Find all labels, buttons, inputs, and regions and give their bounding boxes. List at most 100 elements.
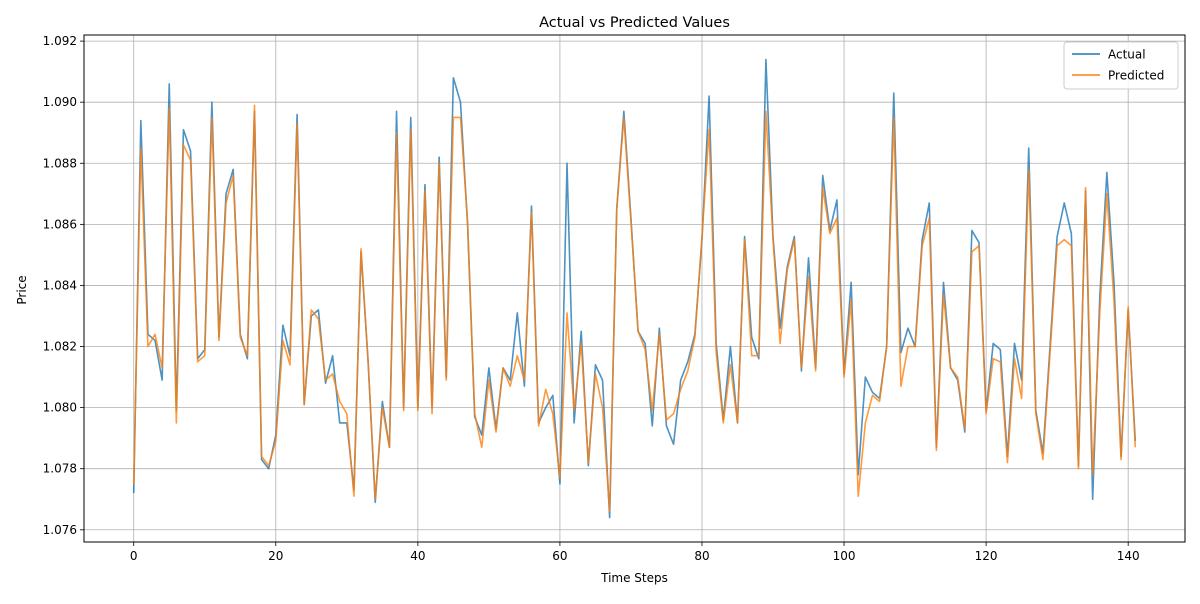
data-point-predicted [1042,459,1044,461]
data-point-predicted [374,498,376,500]
x-tick-label: 60 [552,549,567,563]
data-point-actual [595,364,597,366]
data-point-actual [836,199,838,201]
y-tick-label: 1.084 [43,278,77,292]
data-point-predicted [1092,474,1094,476]
data-point-predicted [360,248,362,250]
data-point-actual [850,281,852,283]
data-point-predicted [183,144,185,146]
data-point-actual [410,117,412,119]
data-point-actual [801,370,803,372]
data-point-predicted [559,477,561,479]
data-point-actual [488,367,490,369]
data-point-actual [1106,172,1108,174]
data-point-predicted [1127,306,1129,308]
data-point-actual [822,175,824,177]
data-point-predicted [630,220,632,222]
chart-title: Actual vs Predicted Values [539,15,730,31]
data-point-predicted [1078,468,1080,470]
data-point-actual [566,162,568,164]
data-point-actual [992,343,994,345]
data-point-predicted [843,376,845,378]
data-point-predicted [580,343,582,345]
data-point-actual [396,110,398,112]
data-point-predicted [644,349,646,351]
data-point-predicted [616,208,618,210]
data-point-predicted [886,346,888,348]
data-point-actual [225,193,227,195]
data-point-actual [580,330,582,332]
data-point-actual [339,422,341,424]
y-tick-label: 1.076 [43,523,77,537]
data-point-actual [1028,147,1030,149]
data-point-predicted [779,343,781,345]
data-point-predicted [829,233,831,235]
data-point-predicted [822,187,824,189]
data-point-predicted [701,236,703,238]
data-point-actual [708,95,710,97]
data-point-actual [545,407,547,409]
data-point-actual [928,202,930,204]
data-point-predicted [943,294,945,296]
data-point-predicted [133,483,135,485]
data-point-actual [651,425,653,427]
data-point-actual [381,401,383,403]
data-point-actual [680,379,682,381]
data-point-predicted [566,312,568,314]
data-point-predicted [516,355,518,357]
data-point-predicted [595,373,597,375]
data-point-predicted [857,495,859,497]
data-point-predicted [722,422,724,424]
data-point-predicted [325,379,327,381]
y-tick-label: 1.092 [43,34,77,48]
data-point-predicted [296,123,298,125]
data-point-predicted [495,431,497,433]
data-point-actual [318,309,320,311]
data-point-predicted [801,367,803,369]
data-point-predicted [538,425,540,427]
data-point-predicted [424,190,426,192]
data-point-predicted [808,275,810,277]
data-point-actual [964,431,966,433]
data-point-predicted [318,318,320,320]
data-point-predicted [637,330,639,332]
data-point-actual [161,379,163,381]
data-point-actual [623,110,625,112]
data-point-actual [332,355,334,357]
data-point-predicted [396,132,398,134]
data-point-predicted [161,367,163,369]
data-point-actual [559,483,561,485]
data-point-predicted [481,446,483,448]
data-point-predicted [1007,462,1009,464]
data-point-actual [573,422,575,424]
data-point-actual [971,230,973,232]
data-point-predicted [999,361,1001,363]
data-point-predicted [1085,187,1087,189]
data-point-predicted [524,379,526,381]
data-point-predicted [992,358,994,360]
data-point-actual [609,517,611,519]
data-point-actual [893,92,895,94]
data-point-predicted [1134,446,1136,448]
x-tick-label: 0 [130,549,138,563]
data-point-predicted [154,333,156,335]
data-point-actual [296,114,298,116]
data-point-actual [666,425,668,427]
data-point-predicted [502,367,504,369]
data-point-predicted [353,495,355,497]
x-tick-label: 120 [975,549,998,563]
data-point-predicted [445,379,447,381]
x-tick-label: 20 [268,549,283,563]
data-point-predicted [935,449,937,451]
data-point-predicted [1113,300,1115,302]
data-point-actual [211,101,213,103]
data-point-predicted [204,355,206,357]
data-point-actual [374,501,376,503]
data-point-predicted [985,413,987,415]
data-point-predicted [282,340,284,342]
data-point-predicted [239,336,241,338]
data-point-actual [190,150,192,152]
data-point-predicted [289,364,291,366]
data-point-actual [325,382,327,384]
